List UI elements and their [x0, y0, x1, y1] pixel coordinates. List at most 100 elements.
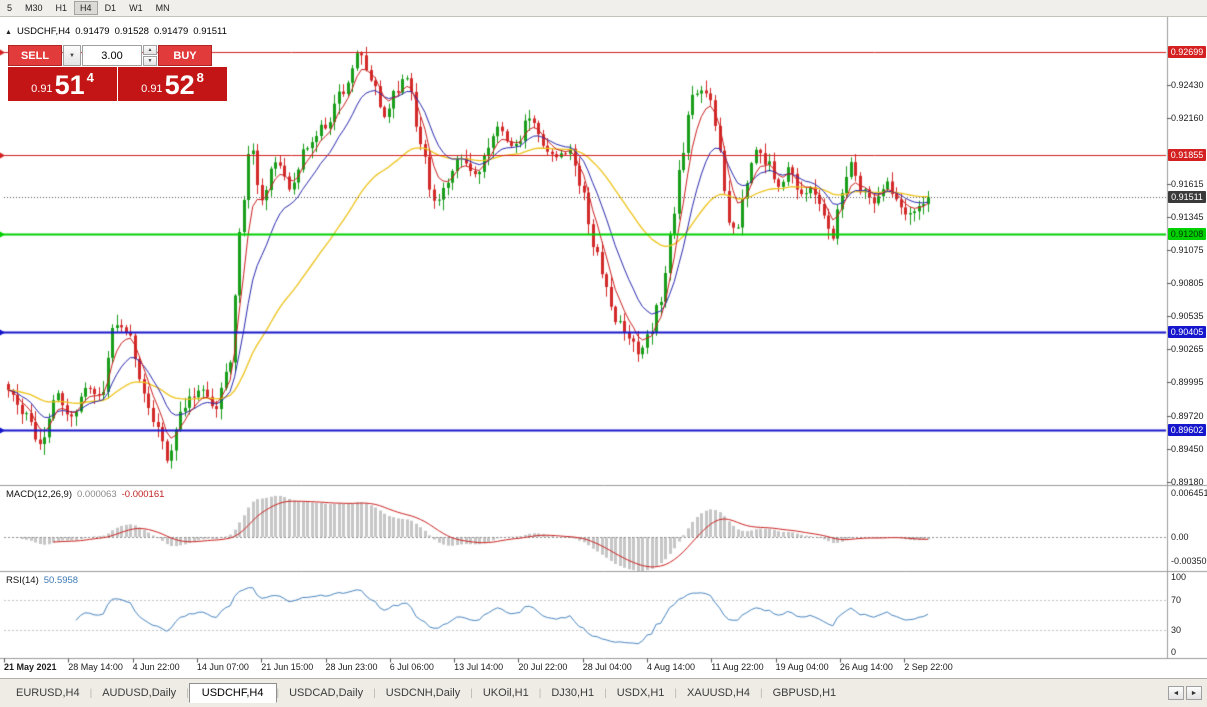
price-level-badge: 0.91208 — [1168, 228, 1206, 241]
price-scale[interactable]: 0.92430 0.92160 0.91615 0.91345 0.91075 0.908… — [1168, 17, 1207, 658]
tab-item-gbpusd[interactable]: GBPUSD,H1 — [772, 687, 837, 699]
buy-price-prefix: 0.91 — [141, 83, 163, 95]
tab-separator: | — [604, 687, 607, 699]
tab-separator: | — [276, 687, 280, 699]
price-axis-label: 0.90535 — [1171, 311, 1204, 322]
tab-scroll-controls: ◄ ► — [1168, 686, 1202, 700]
tab-scroll-right-icon[interactable]: ► — [1186, 686, 1202, 700]
chart-ohlc-header: ▲ USDCHF,H4 0.91479 0.91528 0.91479 0.91511 — [5, 26, 232, 37]
time-axis-label: 21 Jun 15:00 — [261, 662, 314, 672]
period-button-h1[interactable]: H1 — [55, 3, 68, 13]
timeframe-toolbar: 5 M30 H1 H4 D1 W1 MN — [0, 0, 1207, 17]
macd-main-value: 0.000063 — [77, 489, 117, 500]
rsi-indicator-label: RSI(14) 50.5958 — [6, 575, 83, 586]
volume-dropdown-button[interactable]: ▼ — [63, 45, 81, 66]
macd-indicator-label: MACD(12,26,9) 0.000063 -0.000161 — [6, 489, 169, 500]
price-axis-label: 0.91075 — [1171, 245, 1204, 256]
tab-item-xauusd[interactable]: XAUUSD,H4 — [687, 687, 750, 699]
period-button-mn[interactable]: MN — [155, 3, 170, 13]
volume-stepper: ▲ ▼ — [143, 45, 157, 66]
tab-item-audusd[interactable]: AUDUSD,Daily — [102, 687, 177, 699]
rsi-axis-label: 100 — [1171, 572, 1187, 582]
tab-scroll-left-icon[interactable]: ◄ — [1168, 686, 1184, 700]
price-axis-label: 0.91345 — [1171, 212, 1204, 223]
time-axis-label: 28 May 14:00 — [68, 662, 123, 672]
chart-symbol: USDCHF,H4 — [16, 26, 71, 37]
buy-price-display[interactable]: 0.91 52 8 — [118, 67, 227, 101]
macd-axis-label: -0.00350 — [1171, 555, 1207, 566]
time-axis-label: 14 Jun 07:00 — [196, 662, 249, 672]
price-axis-label: 0.89180 — [1171, 477, 1204, 488]
time-axis-label: 28 Jun 23:00 — [325, 662, 378, 672]
volume-input[interactable] — [82, 45, 142, 66]
tab-separator: | — [470, 687, 473, 699]
tab-separator: | — [674, 687, 678, 699]
chart-marker-icon: ▲ — [5, 29, 12, 36]
period-button-h4[interactable]: H4 — [74, 1, 98, 15]
time-axis-label: 13 Jul 14:00 — [454, 662, 504, 672]
tab-separator: | — [538, 687, 542, 699]
macd-axis-label: 0.006451 — [1171, 487, 1207, 498]
tab-item-usdchf[interactable]: USDCHF,H4 — [188, 683, 277, 703]
time-axis-label: 21 May 2021 — [4, 662, 57, 672]
macd-name: MACD(12,26,9) — [6, 489, 72, 500]
buy-price-big: 52 — [164, 70, 195, 100]
rsi-axis-label: 70 — [1171, 594, 1182, 605]
sell-price-prefix: 0.91 — [31, 83, 53, 95]
rsi-axis-label: 30 — [1171, 624, 1182, 635]
rsi-name: RSI(14) — [6, 575, 39, 586]
sell-price-sup: 4 — [86, 70, 94, 85]
period-button-d1[interactable]: D1 — [104, 3, 117, 13]
tab-separator: | — [186, 687, 189, 699]
time-axis-label: 11 Aug 22:00 — [711, 662, 764, 672]
time-axis-label: 26 Aug 14:00 — [839, 662, 893, 672]
tab-separator: | — [89, 687, 93, 699]
tab-item-eurusd[interactable]: EURUSD,H4 — [16, 687, 80, 699]
time-axis-label: 28 Jul 04:00 — [582, 662, 632, 672]
sell-button[interactable]: SELL — [8, 45, 62, 66]
period-button-m30[interactable]: M30 — [25, 3, 43, 13]
price-axis-label: 0.92430 — [1171, 79, 1204, 90]
tab-item-ukoil[interactable]: UKOil,H1 — [482, 687, 529, 699]
chart-tabs: EURUSD,H4 | AUDUSD,Daily | USDCHF,H4 | USDCAD,… — [0, 679, 1207, 707]
buy-price-sup: 8 — [196, 70, 204, 85]
one-click-trading-panel: SELL ▼ ▲ ▼ BUY 0.91 51 4 0.91 52 8 — [8, 45, 227, 101]
price-axis-label: 0.90265 — [1171, 344, 1204, 355]
ohlc-low: 0.91479 — [153, 26, 189, 37]
period-button-w1[interactable]: W1 — [129, 3, 143, 13]
tab-item-usdcnh[interactable]: USDCNH,Daily — [385, 687, 461, 699]
ohlc-close: 0.91511 — [193, 26, 227, 37]
rsi-value: 50.5958 — [43, 575, 79, 586]
macd-axis-label: 0.00 — [1171, 532, 1189, 542]
volume-increase-button[interactable]: ▲ — [143, 45, 157, 55]
macd-signal-value: -0.000161 — [121, 489, 165, 500]
ohlc-high: 0.91528 — [114, 26, 149, 37]
tab-item-usdx[interactable]: USDX,H1 — [616, 687, 665, 699]
tab-separator: | — [373, 687, 376, 699]
tab-item-usdcad[interactable]: USDCAD,Daily — [289, 687, 364, 699]
price-axis-label: 0.92160 — [1171, 112, 1204, 123]
price-axis-label: 0.89450 — [1171, 444, 1204, 455]
volume-decrease-button[interactable]: ▼ — [143, 56, 157, 66]
price-level-badge: 0.90405 — [1168, 326, 1206, 339]
current-price-badge: 0.91511 — [1168, 191, 1206, 204]
price-axis-label: 0.89720 — [1171, 411, 1204, 422]
buy-button[interactable]: BUY — [158, 45, 212, 66]
sell-price-display[interactable]: 0.91 51 4 — [8, 67, 117, 101]
chevron-down-icon: ▼ — [69, 52, 75, 59]
ohlc-open: 0.91479 — [75, 26, 110, 37]
price-axis-label: 0.89995 — [1171, 377, 1204, 388]
time-scale[interactable]: 21 May 2021 28 May 14:00 4 Jun 22:00 14 Jun… — [0, 659, 1167, 678]
tab-item-dj30[interactable]: DJ30,H1 — [551, 687, 595, 699]
sell-price-big: 51 — [54, 70, 85, 100]
time-axis-label: 19 Aug 04:00 — [775, 662, 829, 672]
time-axis-label: 4 Jun 22:00 — [132, 662, 180, 672]
price-level-badge: 0.89602 — [1168, 424, 1206, 437]
price-axis-label: 0.90805 — [1171, 278, 1204, 289]
time-axis-label: 4 Aug 14:00 — [647, 662, 696, 672]
tab-separator: | — [759, 687, 763, 699]
period-button-5[interactable]: 5 — [7, 3, 13, 13]
price-level-badge: 0.91855 — [1168, 149, 1206, 162]
